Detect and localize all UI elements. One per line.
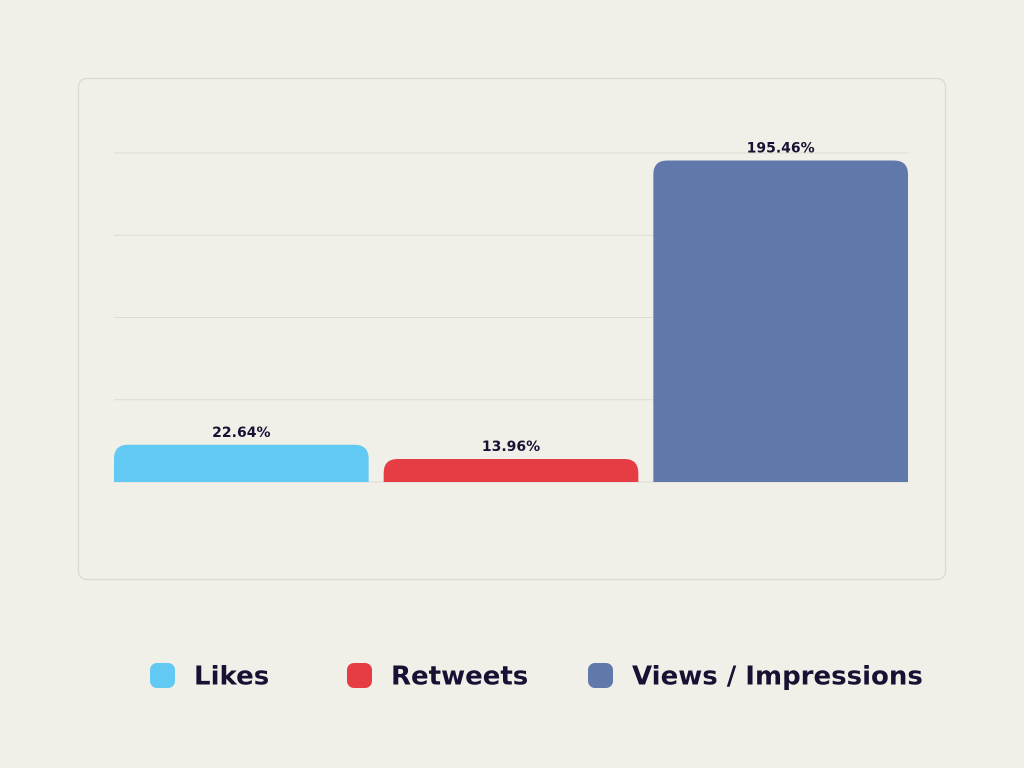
- legend-swatch: [347, 663, 372, 688]
- legend-label: Likes: [194, 662, 269, 692]
- legend-label: Retweets: [391, 662, 528, 692]
- value-label: 13.96%: [482, 439, 540, 455]
- legend-label: Views / Impressions: [632, 662, 923, 692]
- value-label: 195.46%: [747, 140, 815, 156]
- bar: [114, 444, 369, 482]
- bar: [383, 459, 639, 482]
- legend-swatch: [150, 663, 175, 688]
- legend-swatch: [588, 663, 613, 688]
- bar: [653, 160, 908, 482]
- value-label: 22.64%: [212, 425, 270, 441]
